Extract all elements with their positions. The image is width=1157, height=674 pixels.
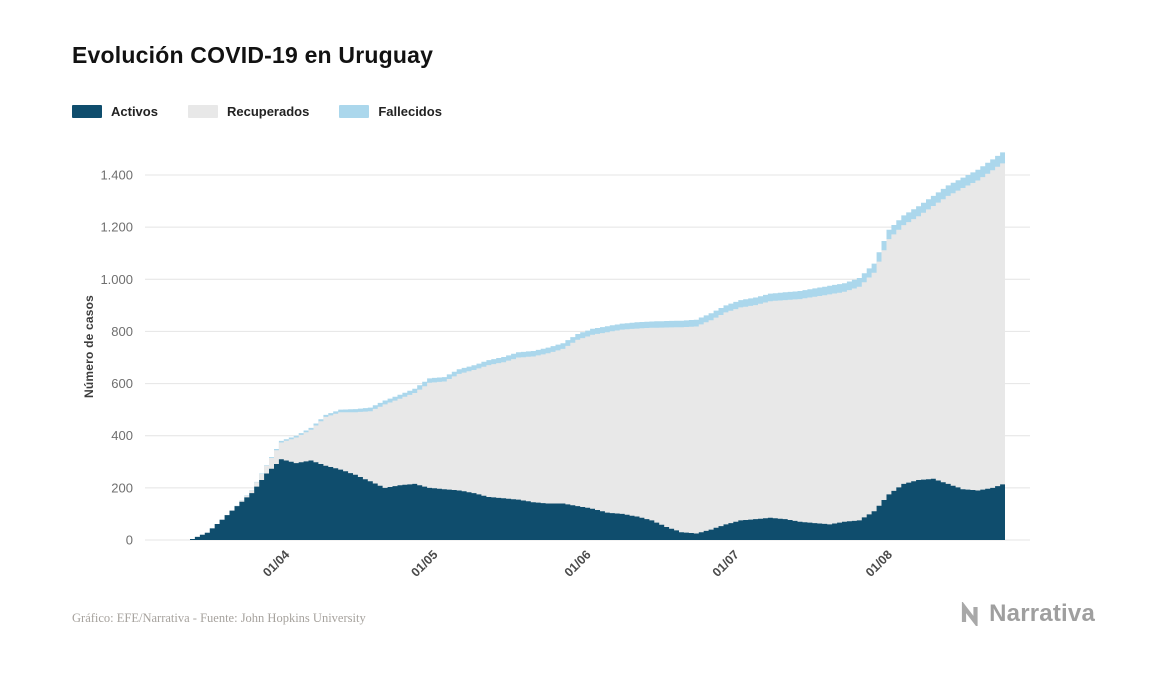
x-tick: 01/07: [710, 548, 742, 580]
legend-label-fallecidos: Fallecidos: [378, 104, 442, 119]
page-title: Evolución COVID-19 en Uruguay: [72, 42, 434, 68]
y-tick-label: 800: [111, 324, 133, 339]
narrativa-icon: [962, 602, 978, 626]
covid-stacked-area-chart: 0 200 400 600 800 1.000 1.200 1.400 01/04 01/05 01…: [100, 148, 1030, 580]
y-tick-label: 1.200: [100, 220, 133, 235]
legend-item-recuperados: Recuperados: [187, 104, 310, 119]
brand-logo: Narrativa: [959, 600, 1095, 628]
y-tick-label: 1.000: [100, 272, 133, 287]
brand-name: Narrativa: [989, 600, 1095, 627]
x-tick-label: 01/08: [863, 548, 895, 580]
x-tick-label: 01/04: [260, 548, 292, 580]
x-tick: 01/04: [260, 548, 292, 580]
legend-item-activos: Activos: [72, 104, 158, 119]
chart-legend: Activos Recuperados Fallecidos: [72, 104, 442, 119]
x-tick-label: 01/07: [710, 548, 742, 580]
x-tick: 01/05: [408, 548, 440, 580]
x-tick: 01/06: [562, 548, 594, 580]
y-tick-label: 0: [126, 533, 133, 548]
area-activos: [190, 459, 1005, 540]
legend-swatch-recuperados: [187, 105, 218, 118]
legend-label-recuperados: Recuperados: [226, 104, 310, 119]
y-tick-label: 400: [111, 428, 133, 443]
x-tick-label: 01/05: [408, 548, 440, 580]
x-tick-label: 01/06: [562, 548, 594, 580]
legend-item-fallecidos: Fallecidos: [339, 104, 442, 119]
y-tick-label: 600: [111, 376, 133, 391]
area-recuperados: [190, 159, 1005, 540]
x-tick: 01/08: [863, 548, 895, 580]
legend-swatch-activos: [72, 105, 102, 118]
y-tick-label: 1.400: [100, 168, 133, 183]
y-tick-label: 200: [111, 480, 133, 495]
source-credit: Gráfico: EFE/Narrativa - Fuente: John Ho…: [72, 611, 366, 625]
legend-swatch-fallecidos: [339, 105, 370, 118]
legend-label-activos: Activos: [111, 104, 158, 119]
